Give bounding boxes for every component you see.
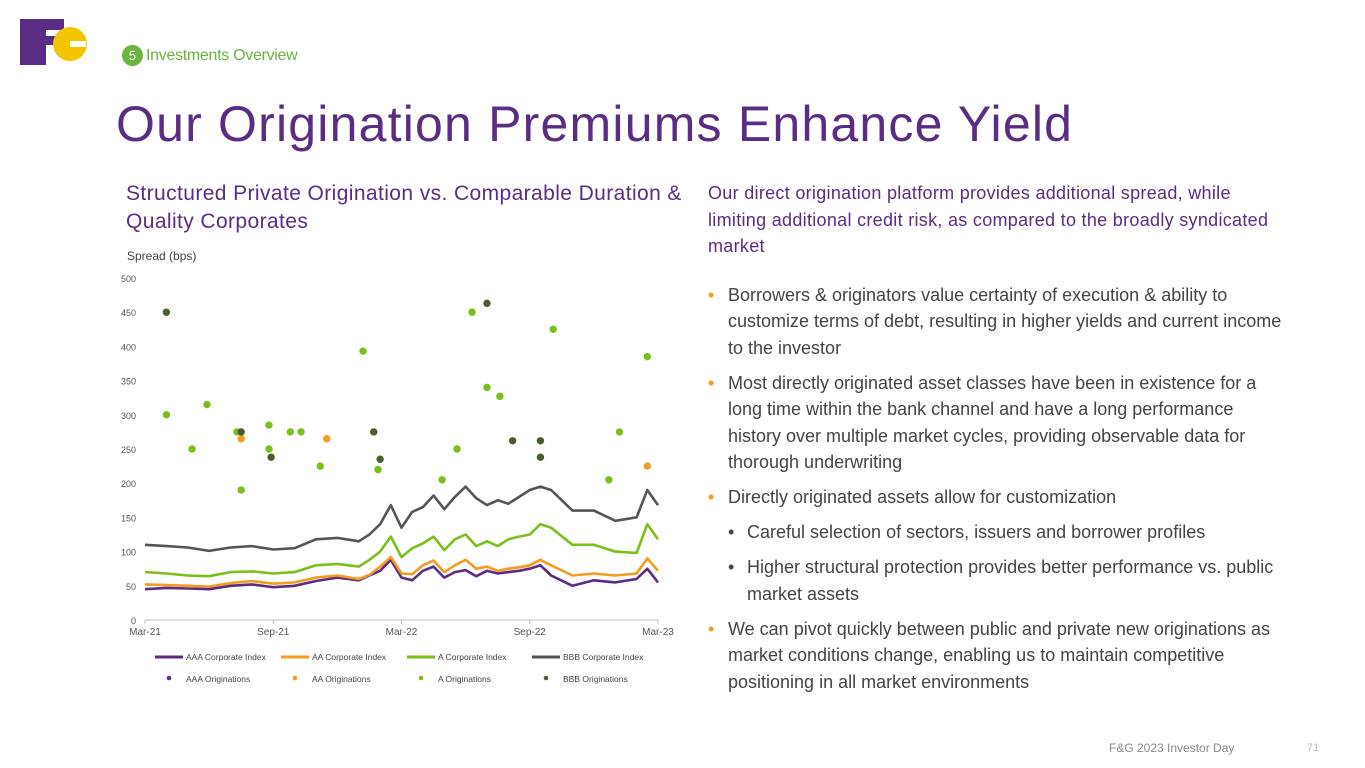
data-point	[605, 476, 613, 484]
y-tick-label: 350	[121, 377, 136, 387]
bullet-dot-icon: •	[708, 284, 715, 305]
section-label: Investments Overview	[146, 46, 298, 64]
right-column: Our direct origination platform provides…	[708, 180, 1288, 704]
data-point	[162, 308, 171, 316]
y-tick-label: 50	[126, 582, 136, 592]
data-point	[643, 462, 652, 470]
data-point	[438, 476, 446, 484]
legend-label: A Corporate Index	[438, 652, 507, 662]
data-point	[536, 437, 545, 445]
data-point	[643, 352, 652, 361]
data-point	[237, 486, 245, 494]
data-point	[508, 437, 517, 445]
data-point	[286, 428, 295, 436]
legend-dot-swatch	[543, 675, 549, 681]
page-title: Our Origination Premiums Enhance Yield	[116, 96, 1074, 152]
x-tick-label: Sep-21	[257, 627, 290, 638]
fg-logo: &	[20, 19, 87, 65]
data-point	[615, 428, 624, 436]
data-point	[237, 435, 245, 443]
data-point	[468, 308, 476, 316]
data-point	[370, 428, 378, 436]
data-point	[203, 400, 211, 409]
x-tick-label: Sep-22	[514, 627, 547, 638]
data-point	[265, 445, 273, 453]
bullet-dot-icon: •	[728, 557, 735, 577]
bullet-dot-icon: •	[708, 618, 715, 639]
data-point	[265, 421, 273, 429]
y-tick-label: 500	[121, 274, 136, 284]
footer-text: F&G 2023 Investor Day	[1109, 741, 1235, 755]
data-point	[359, 347, 367, 355]
data-point	[322, 435, 331, 443]
bullet-item: • Borrowers & originators value certainty…	[708, 282, 1288, 362]
legend-label: BBB Originations	[563, 674, 628, 684]
section-number: 5	[122, 45, 143, 66]
data-point	[536, 453, 545, 461]
data-point	[188, 445, 196, 453]
data-point	[237, 428, 245, 436]
series-line-aa-corporate-index	[144, 555, 659, 588]
bullet-item: • We can pivot quickly between public and…	[708, 616, 1288, 696]
sub-bullet-item: • Careful selection of sectors, issuers a…	[708, 519, 1288, 546]
section-indicator: 5 Investments Overview	[122, 45, 298, 66]
series-line-aaa-corporate-index	[144, 558, 660, 591]
data-point	[453, 445, 461, 453]
chart-title: Structured Private Origination vs. Compa…	[126, 182, 682, 233]
y-tick-label: 200	[121, 479, 136, 489]
page-number: 71	[1307, 742, 1320, 754]
data-point	[374, 465, 382, 474]
legend-label: A Originations	[438, 674, 491, 684]
y-tick-label: 150	[121, 513, 136, 523]
data-point	[376, 455, 384, 463]
data-point	[267, 453, 275, 461]
bullet-item: • Directly originated assets allow for cu…	[708, 484, 1288, 511]
bullet-dot-icon: •	[708, 487, 715, 507]
legend-label: BBB Corporate Index	[563, 652, 644, 662]
data-point	[483, 299, 491, 308]
y-axis-label: Spread (bps)	[127, 249, 196, 263]
y-tick-label: 400	[121, 342, 136, 352]
svg-text:&: &	[46, 48, 56, 64]
y-tick-label: 100	[121, 548, 136, 558]
y-tick-label: 450	[121, 308, 136, 318]
y-tick-label: 250	[121, 445, 136, 455]
y-tick-label: 0	[131, 616, 136, 626]
sub-bullet-item: • Higher structural protection provides b…	[708, 554, 1288, 607]
bullet-list: • Borrowers & originators value certainty…	[708, 282, 1288, 696]
legend-dot-swatch	[166, 675, 172, 681]
data-point	[496, 392, 504, 401]
legend-label: AA Corporate Index	[312, 652, 387, 662]
legend-label: AAA Originations	[186, 674, 250, 684]
series-line-bbb-corporate-index	[144, 485, 660, 553]
spread-chart: Spread (bps) 0 50 100 150 200 250 300 350 400 450 5…	[121, 249, 674, 684]
data-point	[162, 411, 171, 419]
legend-label: AA Originations	[312, 674, 371, 684]
x-tick-label: Mar-23	[642, 627, 674, 638]
series-line-a-corporate-index	[144, 522, 660, 578]
data-point	[297, 428, 305, 436]
bullet-dot-icon: •	[708, 372, 715, 393]
data-point	[549, 325, 557, 333]
y-tick-label: 300	[121, 411, 136, 421]
legend-dot-swatch	[418, 675, 424, 681]
x-tick-label: Mar-21	[129, 627, 161, 638]
x-tick-label: Mar-22	[386, 627, 418, 638]
data-point	[483, 383, 491, 392]
legend-label: AAA Corporate Index	[186, 652, 267, 662]
intro-text: Our direct origination platform provides…	[708, 183, 1269, 256]
legend-dot-swatch	[292, 675, 298, 681]
bullet-item: • Most directly originated asset classes …	[708, 370, 1288, 476]
bullet-dot-icon: •	[728, 522, 735, 542]
data-point	[316, 462, 324, 470]
